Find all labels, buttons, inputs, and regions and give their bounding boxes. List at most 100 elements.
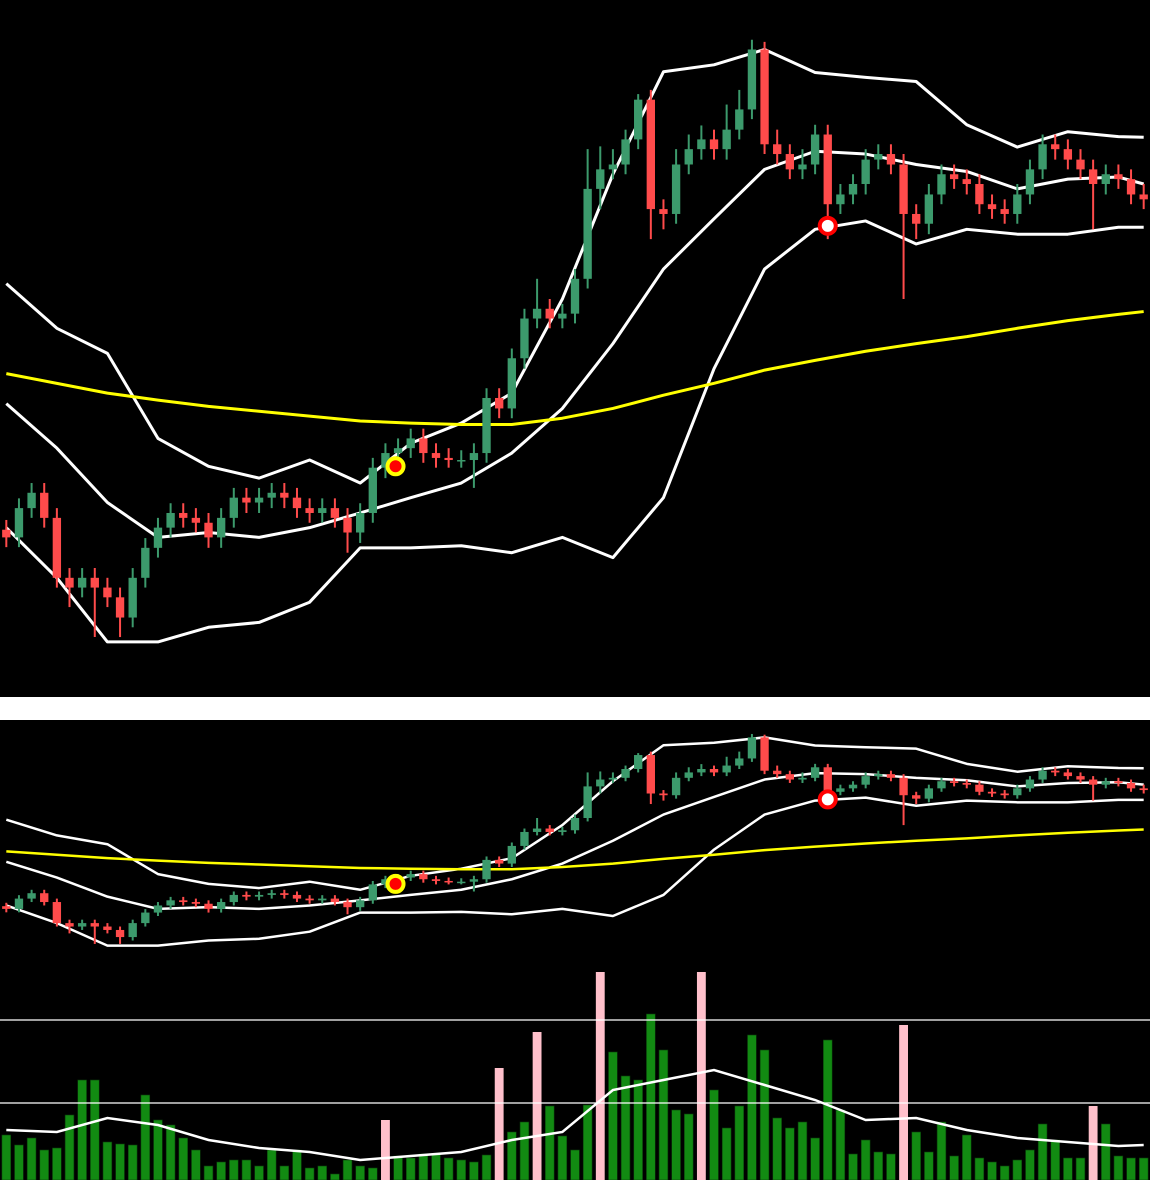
- candle-body: [254, 894, 264, 897]
- candle-body: [90, 923, 99, 927]
- volume-bar: [469, 1161, 479, 1180]
- volume-bar: [381, 1120, 390, 1180]
- volume-bar: [26, 1137, 37, 1180]
- candle-body: [305, 508, 314, 513]
- candle-body: [810, 134, 820, 165]
- signal-marker: [817, 789, 838, 810]
- volume-bar: [266, 1149, 277, 1180]
- volume-bar: [203, 1165, 214, 1180]
- candle-body: [1038, 144, 1047, 170]
- volume-bar: [90, 1079, 100, 1180]
- candle-body: [1025, 169, 1035, 195]
- volume-bar: [64, 1114, 75, 1180]
- candle-body: [1025, 779, 1035, 789]
- volume-bar: [545, 1105, 555, 1180]
- volume-bar: [962, 1134, 972, 1180]
- volume-bar: [1025, 1149, 1035, 1180]
- candle-body: [166, 512, 175, 528]
- candle-body: [1051, 770, 1060, 773]
- candle-body: [444, 457, 453, 461]
- candle-body: [166, 900, 175, 906]
- candle-body: [570, 818, 580, 831]
- volume-bar: [810, 1137, 820, 1180]
- signal-marker: [385, 873, 406, 894]
- candle-body: [760, 49, 769, 145]
- volume-bar: [127, 1144, 138, 1180]
- candle-body: [558, 313, 567, 319]
- volume-bar: [456, 1159, 466, 1180]
- candle-body: [153, 527, 163, 548]
- overlay-line: [5, 149, 1145, 539]
- candle-body: [773, 770, 782, 775]
- candle-body: [179, 900, 188, 903]
- volume-bar: [115, 1143, 125, 1180]
- candle-body: [861, 159, 870, 185]
- candle-body: [419, 438, 428, 454]
- candle-body: [798, 777, 807, 780]
- candle-body: [520, 318, 529, 359]
- candle-body: [823, 134, 832, 205]
- candle-body: [558, 830, 567, 832]
- candle-body: [229, 497, 238, 518]
- overlay-line: [5, 796, 1144, 947]
- volume-bar: [924, 1151, 934, 1180]
- candle-body: [2, 529, 11, 538]
- candle-body: [874, 154, 883, 160]
- candle-body: [912, 213, 921, 224]
- volume-bar: [582, 1104, 593, 1180]
- volume-bar: [431, 1153, 441, 1180]
- volume-bar: [165, 1124, 176, 1180]
- candle-body: [153, 905, 163, 913]
- volume-bar: [153, 1119, 163, 1180]
- candle-body: [318, 898, 327, 901]
- candle-body: [1101, 781, 1110, 785]
- candle-body: [722, 765, 731, 773]
- candle-body: [785, 774, 795, 780]
- candle-body: [444, 880, 453, 883]
- candle-body: [621, 139, 630, 165]
- candle-body: [330, 898, 340, 903]
- candle-body: [431, 879, 441, 881]
- candle-body: [368, 884, 377, 901]
- volume-bar: [140, 1094, 151, 1180]
- candle-body: [1139, 194, 1148, 200]
- volume-bar: [620, 1075, 631, 1180]
- volume-bar: [646, 1013, 656, 1180]
- candle-body: [1000, 209, 1009, 214]
- candle-body: [457, 460, 466, 462]
- candle-body: [469, 453, 479, 461]
- candle-body: [1051, 144, 1060, 150]
- candle-body: [899, 777, 908, 796]
- candle-body: [583, 188, 592, 279]
- candle-body: [798, 164, 807, 170]
- volume-bar: [241, 1159, 252, 1180]
- candle-body: [836, 788, 845, 792]
- candle-body: [191, 517, 201, 523]
- candle-body: [343, 517, 352, 533]
- volume-bar: [911, 1131, 921, 1180]
- candle-body: [267, 893, 276, 895]
- volume-bar: [494, 1068, 504, 1180]
- candle-body: [924, 194, 934, 224]
- volume-bar: [216, 1161, 226, 1180]
- volume-bar: [355, 1165, 365, 1180]
- volume-bar: [886, 1153, 896, 1180]
- candle-body: [14, 898, 24, 909]
- candle-body: [1088, 779, 1098, 785]
- candle-body: [77, 577, 87, 588]
- volume-bar: [507, 1131, 517, 1180]
- candle-body: [1114, 781, 1123, 783]
- candle-body: [368, 467, 377, 513]
- volume-bar: [52, 1147, 62, 1180]
- candle-body: [431, 453, 441, 458]
- candle-body: [570, 278, 580, 314]
- candle-body: [381, 453, 390, 468]
- candle-body: [90, 577, 99, 588]
- volume-bar: [1012, 1159, 1023, 1180]
- candle-body: [747, 737, 757, 759]
- volume-bar: [279, 1165, 290, 1180]
- volume-bar: [1063, 1157, 1073, 1180]
- volume-bar: [949, 1155, 959, 1180]
